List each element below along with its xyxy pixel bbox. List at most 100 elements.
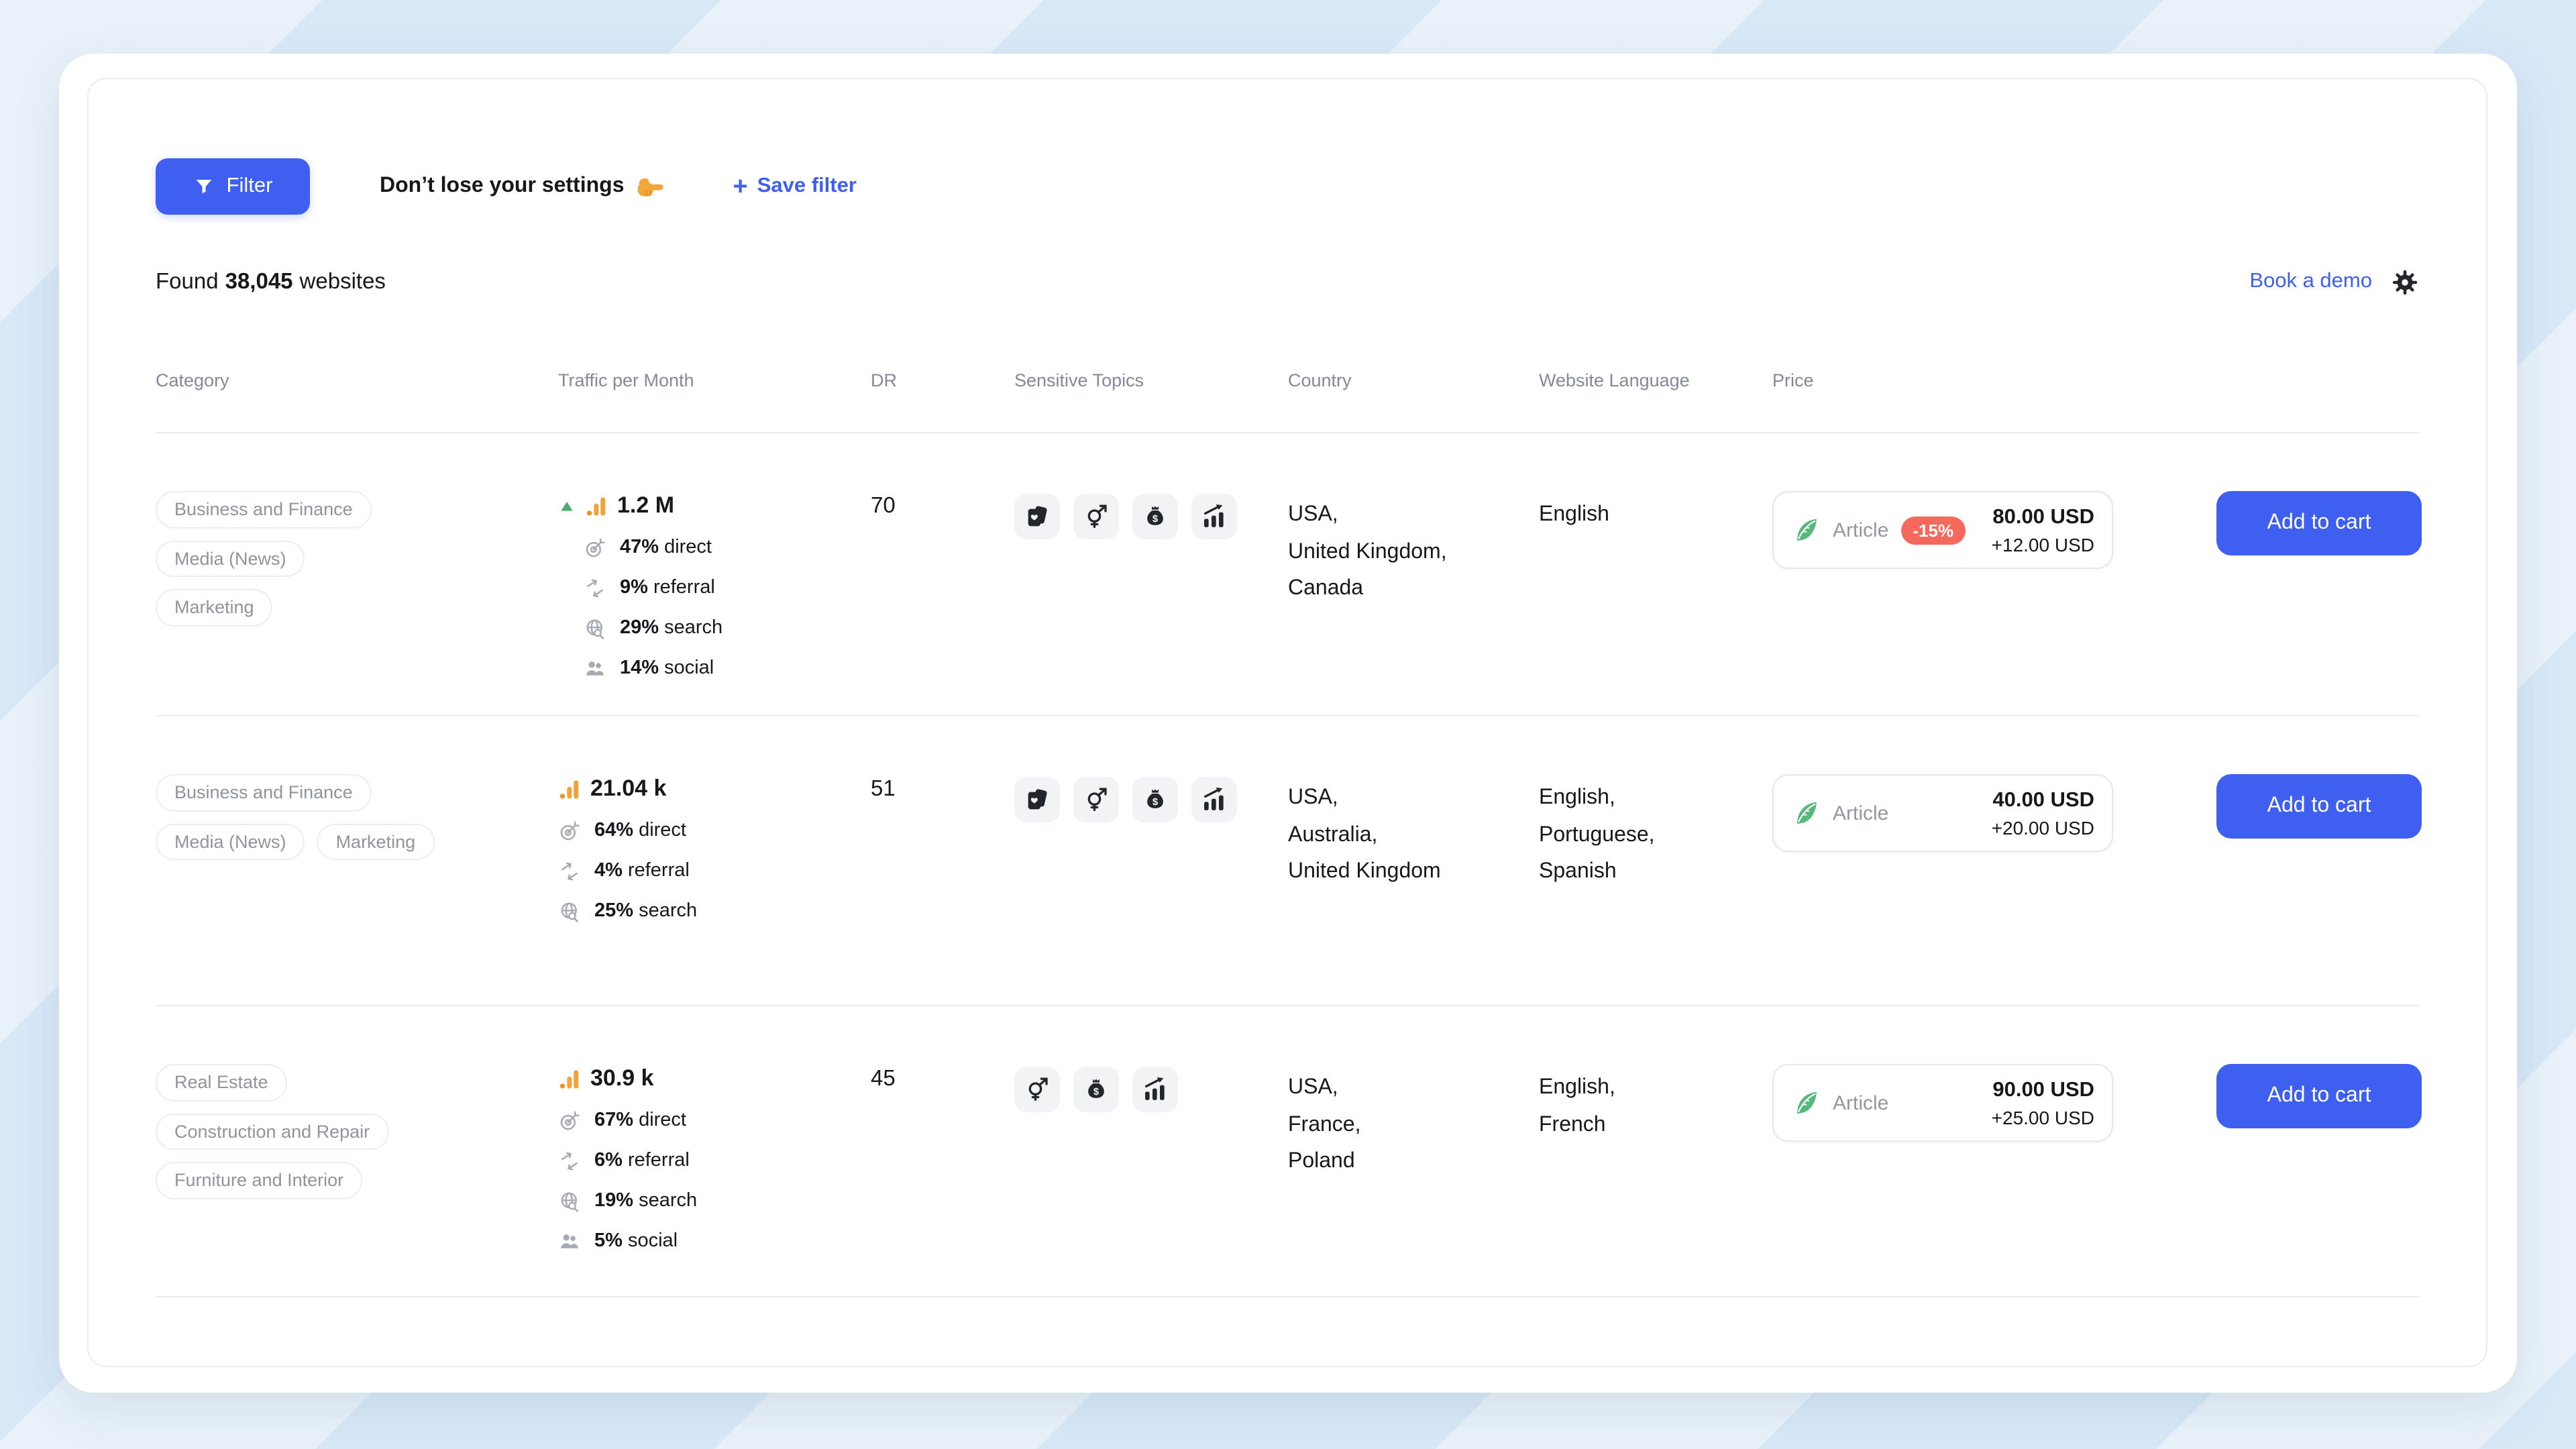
price-card[interactable]: Article 90.00 USD +25.00 USD bbox=[1772, 1064, 2113, 1142]
traffic-label: referral bbox=[627, 860, 690, 881]
cart-cell: Add to cart bbox=[2216, 774, 2422, 1005]
category-cell: Real Estate Construction and Repair Furn… bbox=[156, 1064, 558, 1296]
price-extra: +12.00 USD bbox=[1991, 533, 2094, 555]
table-row: Real Estate Construction and Repair Furn… bbox=[156, 1006, 2422, 1297]
price-cell: Article 90.00 USD +25.00 USD bbox=[1772, 1064, 2216, 1296]
column-header-traffic: Traffic per Month bbox=[558, 370, 694, 390]
dr-value: 45 bbox=[871, 1067, 896, 1091]
price-extra: +25.00 USD bbox=[1991, 1106, 2094, 1128]
traffic-percent: 19% bbox=[594, 1190, 634, 1212]
column-header-price: Price bbox=[1772, 370, 1814, 390]
traffic-percent: 4% bbox=[594, 860, 623, 881]
money-loans-icon bbox=[1132, 777, 1178, 822]
cart-cell: Add to cart bbox=[2216, 1064, 2422, 1296]
traffic-percent: 29% bbox=[620, 617, 659, 639]
traffic-label: direct bbox=[639, 1110, 686, 1131]
traffic-percent: 9% bbox=[620, 577, 648, 598]
trading-growth-icon bbox=[1132, 1067, 1178, 1112]
traffic-percent: 5% bbox=[594, 1230, 623, 1252]
table-row: Business and Finance Media (News) Market… bbox=[156, 716, 2422, 1006]
language-list: English, Portuguese, Spanish bbox=[1539, 786, 1655, 883]
category-tag: Real Estate bbox=[156, 1064, 287, 1101]
book-demo-link[interactable]: Book a demo bbox=[2249, 270, 2372, 292]
sensitive-topics-cell bbox=[1014, 1064, 1288, 1296]
plus-icon: + bbox=[733, 172, 748, 201]
found-count: 38,045 bbox=[225, 269, 293, 293]
traffic-value: 30.9 k bbox=[590, 1065, 654, 1091]
price-cell: Article -15% 80.00 USD +12.00 USD bbox=[1772, 491, 2216, 715]
country-cell: USA, France, Poland bbox=[1288, 1064, 1539, 1296]
save-filter-link[interactable]: + Save filter bbox=[733, 174, 857, 199]
column-header-category: Category bbox=[156, 370, 229, 390]
discount-badge: -15% bbox=[1900, 516, 1966, 544]
traffic-label: direct bbox=[664, 537, 712, 558]
column-header-dr: DR bbox=[871, 370, 897, 390]
language-list: English, French bbox=[1539, 1076, 1615, 1136]
traffic-label: referral bbox=[653, 577, 715, 598]
gear-icon[interactable] bbox=[2391, 268, 2419, 296]
category-tag: Media (News) bbox=[156, 540, 305, 577]
category-cell: Business and Finance Media (News) Market… bbox=[156, 491, 558, 715]
dr-cell: 70 bbox=[871, 491, 1014, 715]
search-globe-icon bbox=[558, 900, 581, 922]
country-cell: USA, United Kingdom, Canada bbox=[1288, 491, 1539, 715]
traffic-bars-icon bbox=[585, 494, 608, 517]
direct-target-icon bbox=[558, 819, 581, 842]
search-globe-icon bbox=[558, 1189, 581, 1212]
table-row: Business and Finance Media (News) Market… bbox=[156, 433, 2422, 716]
cart-cell: Add to cart bbox=[2216, 491, 2422, 715]
price-amount: 90.00 USD bbox=[1992, 1078, 2094, 1101]
filter-button[interactable]: Filter bbox=[156, 158, 310, 215]
category-tag: Construction and Repair bbox=[156, 1113, 389, 1150]
referral-arrows-icon bbox=[558, 859, 581, 882]
traffic-label: direct bbox=[639, 820, 686, 841]
category-tag: Furniture and Interior bbox=[156, 1162, 363, 1199]
price-card[interactable]: Article -15% 80.00 USD +12.00 USD bbox=[1772, 491, 2113, 569]
feather-icon bbox=[1791, 798, 1821, 828]
price-card[interactable]: Article 40.00 USD +20.00 USD bbox=[1772, 774, 2113, 852]
price-amount: 80.00 USD bbox=[1992, 505, 2094, 528]
trading-growth-icon bbox=[1191, 494, 1237, 539]
found-suffix: websites bbox=[299, 269, 386, 293]
social-users-icon bbox=[584, 657, 606, 680]
traffic-label: referral bbox=[627, 1150, 690, 1171]
add-to-cart-button[interactable]: Add to cart bbox=[2216, 774, 2422, 839]
country-list: USA, Australia, United Kingdom bbox=[1288, 786, 1441, 883]
column-header-country: Country bbox=[1288, 370, 1352, 390]
settings-hint-text: Don’t lose your settings bbox=[380, 174, 625, 197]
adult-dating-icon bbox=[1073, 494, 1119, 539]
money-loans-icon bbox=[1132, 494, 1178, 539]
marketplace-panel: Filter Don’t lose your settings + Save f… bbox=[87, 78, 2487, 1367]
add-to-cart-button[interactable]: Add to cart bbox=[2216, 491, 2422, 555]
results-summary-row: Found 38,045 websites Book a demo bbox=[156, 267, 2419, 297]
traffic-percent: 25% bbox=[594, 900, 634, 922]
traffic-value: 1.2 M bbox=[617, 492, 675, 518]
traffic-label: search bbox=[639, 1190, 698, 1212]
demo-wrap: Book a demo bbox=[2249, 268, 2419, 296]
traffic-bars-icon bbox=[558, 1067, 581, 1090]
country-list: USA, United Kingdom, Canada bbox=[1288, 503, 1447, 600]
traffic-percent: 47% bbox=[620, 537, 659, 558]
category-tag: Business and Finance bbox=[156, 774, 372, 811]
add-to-cart-button[interactable]: Add to cart bbox=[2216, 1064, 2422, 1128]
price-type: Article bbox=[1833, 1091, 1889, 1114]
traffic-cell: 30.9 k 67% direct 6% referral 19% search 5%… bbox=[558, 1064, 871, 1296]
pointing-hand-icon bbox=[637, 172, 666, 201]
toolbar: Filter Don’t lose your settings + Save f… bbox=[156, 158, 2419, 215]
price-type: Article bbox=[1833, 519, 1889, 541]
dr-value: 51 bbox=[871, 777, 896, 801]
table-header: Category Traffic per Month DR Sensitive … bbox=[156, 368, 2419, 433]
price-type: Article bbox=[1833, 802, 1889, 824]
search-globe-icon bbox=[584, 616, 606, 639]
traffic-value: 21.04 k bbox=[590, 775, 667, 801]
price-cell: Article 40.00 USD +20.00 USD bbox=[1772, 774, 2216, 1005]
adult-dating-icon bbox=[1073, 777, 1119, 822]
gambling-cards-icon bbox=[1014, 777, 1060, 822]
filter-button-label: Filter bbox=[226, 174, 273, 197]
dr-cell: 51 bbox=[871, 774, 1014, 1005]
social-users-icon bbox=[558, 1230, 581, 1252]
country-cell: USA, Australia, United Kingdom bbox=[1288, 774, 1539, 1005]
trading-growth-icon bbox=[1191, 777, 1237, 822]
settings-hint: Don’t lose your settings bbox=[380, 172, 666, 201]
language-cell: English, Portuguese, Spanish bbox=[1539, 774, 1772, 1005]
